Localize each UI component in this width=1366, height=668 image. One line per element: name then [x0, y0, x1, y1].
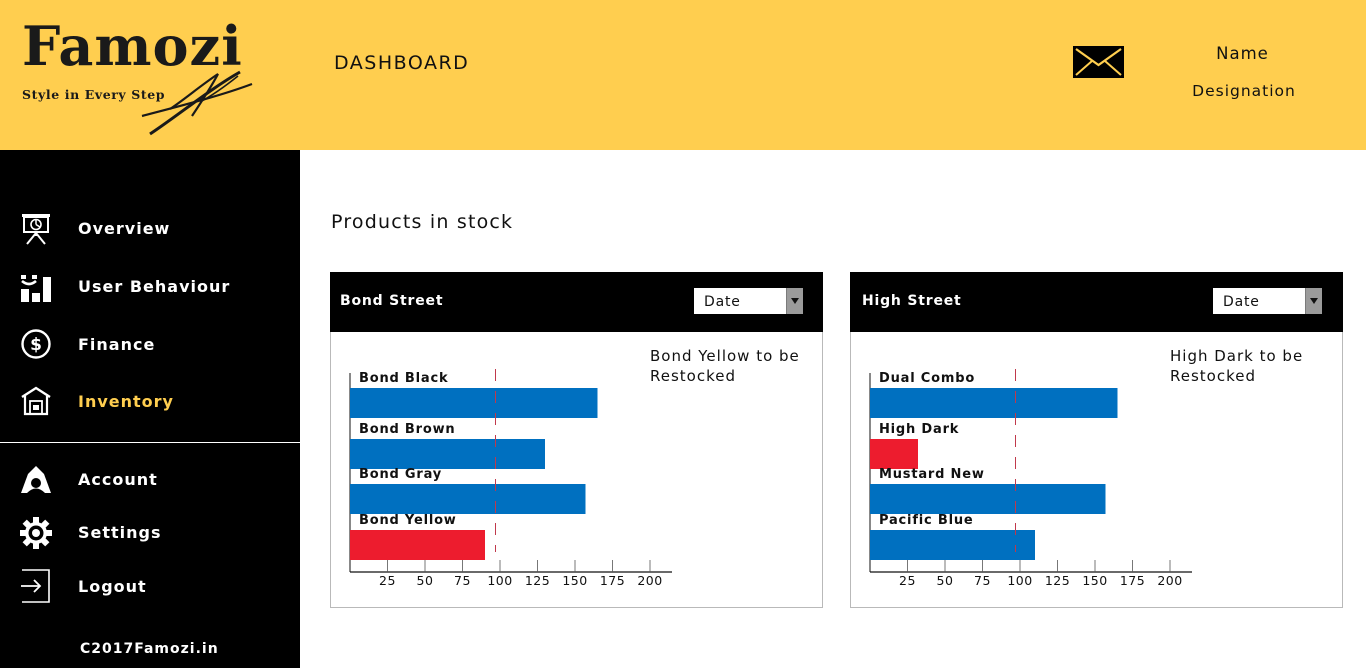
x-tick-label: 100 [1007, 573, 1032, 588]
x-tick-label: 150 [562, 573, 587, 588]
sidebar-item-user-behaviour[interactable]: User Behaviour [0, 265, 300, 309]
logo-tagline: Style in Every Step [22, 87, 166, 102]
chevron-down-icon[interactable] [786, 288, 803, 314]
sidebar-item-account[interactable]: Account [0, 458, 300, 502]
stock-bar [350, 439, 545, 469]
date-filter-select[interactable]: Date [1213, 288, 1322, 314]
logout-icon [21, 569, 50, 603]
card-title: High Street [862, 293, 962, 309]
date-filter-select[interactable]: Date [694, 288, 803, 314]
x-tick-label: 125 [1045, 573, 1070, 588]
stock-bar [350, 388, 598, 418]
user-designation: Designation [1192, 82, 1296, 100]
sidebar-item-label: Logout [78, 577, 147, 596]
select-value: Date [1223, 294, 1260, 310]
x-tick-label: 25 [899, 573, 916, 588]
restock-note: Bond Yellow to be Restocked [650, 347, 800, 385]
account-icon [21, 466, 51, 493]
restock-note: High Dark to be Restocked [1170, 347, 1304, 385]
stock-bar [350, 484, 586, 514]
x-tick-label: 25 [379, 573, 396, 588]
user-name[interactable]: Name [1216, 44, 1269, 63]
envelope-icon[interactable] [1073, 46, 1124, 78]
logo-wordmark: Famozi [22, 14, 243, 78]
stock-bar [870, 530, 1035, 560]
bar-label: High Dark [879, 422, 959, 437]
stock-bar [870, 439, 918, 469]
svg-text:$: $ [30, 335, 42, 355]
bar-label: Bond Black [359, 371, 448, 386]
sidebar-item-finance[interactable]: $ Finance [0, 323, 300, 367]
bar-label: Bond Brown [359, 422, 455, 437]
copyright-text: C2017Famozi.in [80, 641, 219, 657]
card-title: Bond Street [340, 293, 444, 309]
chevron-down-icon[interactable] [1305, 288, 1322, 314]
select-value: Date [704, 294, 741, 310]
stock-bar [870, 484, 1106, 514]
x-tick-label: 175 [600, 573, 625, 588]
bar-label: Mustard New [879, 467, 985, 482]
x-tick-label: 100 [487, 573, 512, 588]
stock-bar [870, 388, 1118, 418]
sidebar-item-label: User Behaviour [78, 277, 231, 296]
x-tick-label: 50 [417, 573, 434, 588]
sidebar-item-settings[interactable]: Settings [0, 511, 300, 555]
presentation-board-icon [22, 214, 50, 245]
header-bar: Famozi Style in Every Step DASHBOARD Nam… [0, 0, 1366, 150]
sidebar: Overview User Behaviour $ Finance [0, 150, 300, 668]
bar-label: Bond Gray [359, 467, 442, 482]
x-tick-label: 200 [1157, 573, 1182, 588]
stock-bar [350, 530, 485, 560]
bar-label: Pacific Blue [879, 513, 974, 528]
sidebar-item-inventory[interactable]: Inventory [0, 380, 300, 424]
sidebar-item-logout[interactable]: Logout [0, 565, 300, 609]
section-title: Products in stock [331, 211, 514, 233]
x-tick-label: 75 [974, 573, 991, 588]
x-tick-label: 75 [454, 573, 471, 588]
sidebar-item-label: Settings [78, 523, 162, 542]
card-header: Bond Street Date [330, 272, 823, 332]
x-tick-label: 125 [525, 573, 550, 588]
dollar-circle-icon: $ [21, 329, 51, 359]
user-stats-icon [21, 275, 51, 302]
sidebar-divider [0, 442, 300, 443]
x-tick-label: 200 [637, 573, 662, 588]
stock-card-high-street: High Street Date High Dark to be Restock… [850, 272, 1343, 608]
famozi-logo[interactable]: Famozi Style in Every Step [20, 14, 260, 139]
logo-swoosh-icon [141, 70, 253, 136]
card-header: High Street Date [850, 272, 1343, 332]
stock-bar-chart: Dual Combo High Dark Mustard New Pacific Bl… [869, 369, 1192, 588]
x-tick-label: 150 [1082, 573, 1107, 588]
sidebar-item-label: Inventory [78, 392, 174, 411]
bar-label: Dual Combo [879, 371, 975, 386]
sidebar-item-label: Overview [78, 219, 171, 238]
gear-icon [20, 517, 52, 549]
stock-card-bond-street: Bond Street Date Bond Yellow to be Resto… [330, 272, 823, 608]
stock-bar-chart: Bond Black Bond Brown Bond Gray Bond Yellow… [349, 369, 672, 588]
sidebar-item-overview[interactable]: Overview [0, 207, 300, 251]
warehouse-icon [21, 386, 51, 416]
x-tick-label: 50 [937, 573, 954, 588]
sidebar-item-label: Account [78, 470, 158, 489]
sidebar-item-label: Finance [78, 335, 156, 354]
x-tick-label: 175 [1120, 573, 1145, 588]
page-title: DASHBOARD [334, 52, 470, 74]
bar-label: Bond Yellow [359, 513, 457, 528]
